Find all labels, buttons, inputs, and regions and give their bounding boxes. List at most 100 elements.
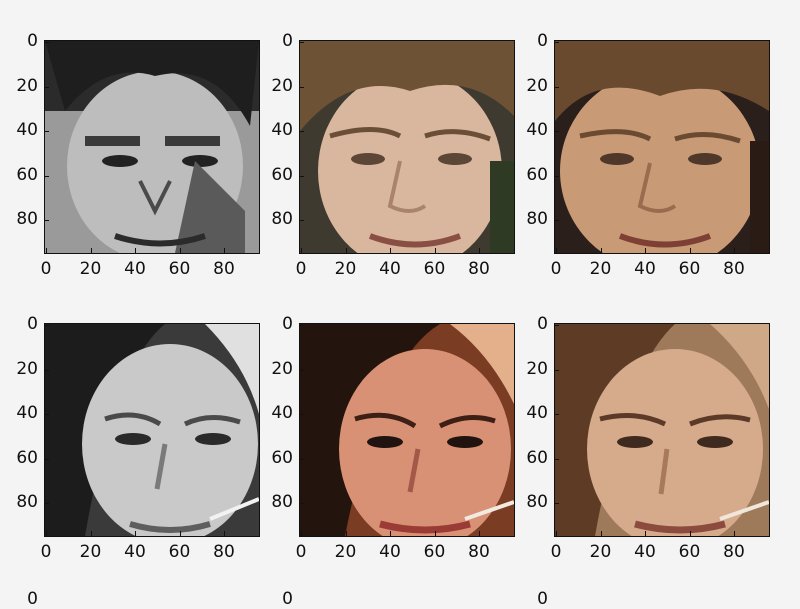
y-tick-label: 80	[16, 209, 38, 229]
x-tick-mark	[224, 248, 225, 253]
x-tick-label: 80	[213, 542, 235, 562]
y-tick-mark	[44, 220, 49, 221]
y-tick-mark	[299, 220, 304, 221]
y-tick-label: 80	[526, 209, 548, 229]
partial-row-y-tick-label: 0	[282, 589, 293, 609]
y-tick-mark	[299, 369, 304, 371]
x-tick-mark	[390, 531, 391, 536]
y-tick-mark	[44, 42, 49, 43]
partial-row-y-tick-label: 0	[27, 589, 38, 609]
y-tick-mark	[299, 131, 304, 132]
y-tick-label: 20	[526, 75, 548, 96]
x-tick-label: 60	[423, 259, 446, 279]
y-tick-mark	[44, 503, 49, 504]
y-tick-label: 60	[16, 447, 38, 468]
panel-r1-c3	[554, 40, 800, 300]
y-tick-mark	[554, 503, 559, 504]
x-tick-mark	[46, 531, 47, 536]
x-tick-label: 40	[124, 259, 146, 279]
x-tick-label: 60	[423, 542, 446, 562]
y-tick-label: 20	[526, 358, 548, 379]
partial-row-y-tick-label: 0	[537, 589, 548, 609]
x-tick-label: 60	[678, 542, 701, 562]
x-tick-label: 80	[468, 542, 490, 562]
x-tick-mark	[689, 531, 691, 536]
x-tick-label: 0	[550, 259, 562, 279]
y-tick-mark	[299, 503, 304, 504]
y-tick-label: 20	[271, 75, 293, 96]
x-tick-mark	[600, 531, 602, 536]
y-tick-label: 40	[16, 120, 38, 140]
y-tick-mark	[554, 175, 559, 177]
y-tick-mark	[299, 458, 304, 460]
x-tick-mark	[645, 531, 646, 536]
panel-r2-c1	[44, 323, 344, 583]
panel-r1-c1	[44, 40, 344, 300]
y-tick-label: 20	[16, 75, 38, 96]
y-tick-mark	[554, 414, 559, 415]
x-tick-mark	[179, 248, 181, 253]
y-tick-mark	[299, 414, 304, 415]
y-tick-label: 60	[16, 164, 38, 185]
y-tick-mark	[299, 325, 304, 326]
y-tick-mark	[44, 86, 49, 88]
x-tick-mark	[345, 531, 347, 536]
y-tick-label: 40	[526, 120, 548, 140]
x-tick-label: 40	[634, 542, 656, 562]
x-tick-label: 0	[295, 542, 307, 562]
y-tick-mark	[554, 369, 559, 371]
y-tick-mark	[554, 220, 559, 221]
y-tick-mark	[299, 86, 304, 88]
x-tick-mark	[135, 531, 136, 536]
y-tick-label: 60	[271, 164, 293, 185]
face-image-original-male	[299, 40, 515, 254]
x-tick-mark	[46, 248, 47, 253]
y-tick-label: 0	[537, 31, 548, 51]
x-tick-mark	[345, 248, 347, 253]
x-tick-mark	[556, 531, 557, 536]
panel-r1-c2	[299, 40, 599, 300]
y-tick-mark	[554, 86, 559, 88]
y-tick-mark	[554, 325, 559, 326]
x-tick-label: 20	[334, 259, 357, 279]
x-tick-mark	[689, 248, 691, 253]
y-tick-label: 40	[271, 120, 293, 140]
x-tick-label: 60	[678, 259, 701, 279]
x-tick-mark	[90, 248, 92, 253]
y-tick-mark	[44, 131, 49, 132]
x-tick-label: 60	[168, 542, 191, 562]
x-tick-mark	[556, 248, 557, 253]
x-tick-label: 20	[589, 259, 612, 279]
y-tick-label: 0	[27, 31, 38, 51]
x-tick-label: 80	[723, 542, 745, 562]
x-tick-label: 40	[634, 259, 656, 279]
x-tick-label: 20	[589, 542, 612, 562]
face-image-original-female	[299, 323, 515, 537]
x-tick-mark	[734, 248, 735, 253]
x-tick-mark	[434, 531, 436, 536]
x-tick-label: 80	[468, 259, 490, 279]
y-tick-label: 40	[16, 403, 38, 423]
x-tick-mark	[434, 248, 436, 253]
x-tick-label: 0	[40, 259, 52, 279]
y-tick-mark	[44, 369, 49, 371]
panel-r2-c2	[299, 323, 599, 583]
y-tick-label: 60	[526, 447, 548, 468]
x-tick-label: 60	[168, 259, 191, 279]
y-tick-label: 40	[271, 403, 293, 423]
y-tick-mark	[554, 458, 559, 460]
x-tick-mark	[390, 248, 391, 253]
x-tick-mark	[645, 248, 646, 253]
face-image-reconstructed-male	[554, 40, 770, 254]
y-tick-mark	[44, 175, 49, 177]
x-tick-label: 20	[79, 542, 102, 562]
x-tick-label: 40	[124, 542, 146, 562]
y-tick-mark	[44, 414, 49, 415]
y-tick-label: 80	[271, 209, 293, 229]
x-tick-label: 40	[379, 259, 401, 279]
face-image-grayscale-male	[44, 40, 260, 254]
y-tick-mark	[44, 458, 49, 460]
x-tick-mark	[301, 248, 302, 253]
y-tick-mark	[44, 325, 49, 326]
y-tick-mark	[554, 42, 559, 43]
